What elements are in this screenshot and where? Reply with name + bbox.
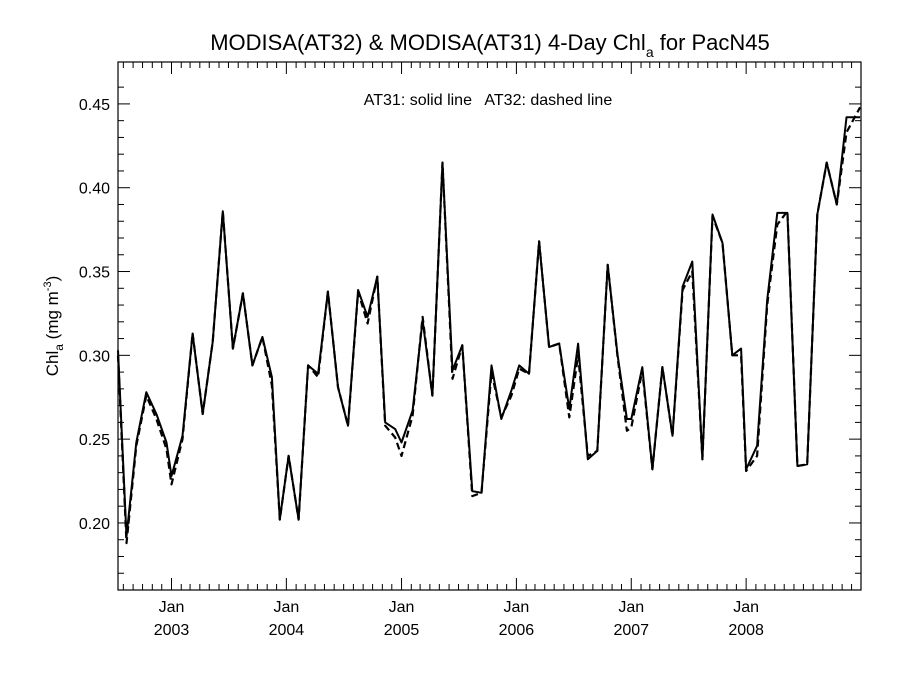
x-tick-year: 2008 (728, 622, 764, 639)
y-axis-label-main: Chl (43, 351, 62, 377)
x-axis: Jan 2003 Jan 2004 Jan 2005 Jan 2006 Jan 2007 Jan 20… (122, 62, 853, 639)
y-tick-label: 0.30 (79, 348, 110, 365)
series-at31-line (117, 116, 861, 538)
x-tick-month: Jan (389, 599, 415, 616)
x-tick-year: 2005 (384, 622, 420, 639)
x-tick-month: Jan (618, 599, 644, 616)
plot-area (117, 61, 862, 591)
chart-title-subscript: a (646, 44, 654, 60)
x-tick-year: 2006 (499, 622, 535, 639)
y-tick-label: 0.25 (79, 432, 110, 449)
y-tick-label: 0.40 (79, 181, 110, 198)
y-axis-label-end: ) (43, 276, 62, 282)
plot-frame (117, 61, 862, 591)
chart-title-main: MODISA(AT32) & MODISA(AT31) 4-Day Chl (210, 30, 646, 55)
legend-annotation: AT31: solid line AT32: dashed line (364, 92, 613, 109)
series-at32-line (116, 106, 862, 545)
x-tick-year: 2003 (154, 622, 190, 639)
chart-title: MODISA(AT32) & MODISA(AT31) 4-Day Chla f… (210, 30, 770, 60)
y-tick-label: 0.35 (79, 265, 110, 282)
x-tick-month: Jan (733, 599, 759, 616)
y-tick-label: 0.45 (79, 97, 110, 114)
series-layer (116, 106, 862, 545)
y-axis-label-superscript: -3 (42, 281, 54, 291)
x-tick-month: Jan (273, 599, 299, 616)
chart-title-suffix: for PacN45 (654, 30, 770, 55)
y-axis-label-subscript: a (52, 344, 66, 351)
y-axis: 0.20 0.25 0.30 0.35 0.40 0.45 (79, 86, 861, 574)
y-axis-label: Chla (mg m-3) (42, 276, 66, 377)
y-tick-label: 0.20 (79, 516, 110, 533)
x-tick-year: 2004 (269, 622, 305, 639)
y-axis-label-mid: (mg m (43, 291, 62, 344)
x-tick-month: Jan (504, 599, 530, 616)
x-tick-month: Jan (159, 599, 185, 616)
x-tick-year: 2007 (613, 622, 649, 639)
